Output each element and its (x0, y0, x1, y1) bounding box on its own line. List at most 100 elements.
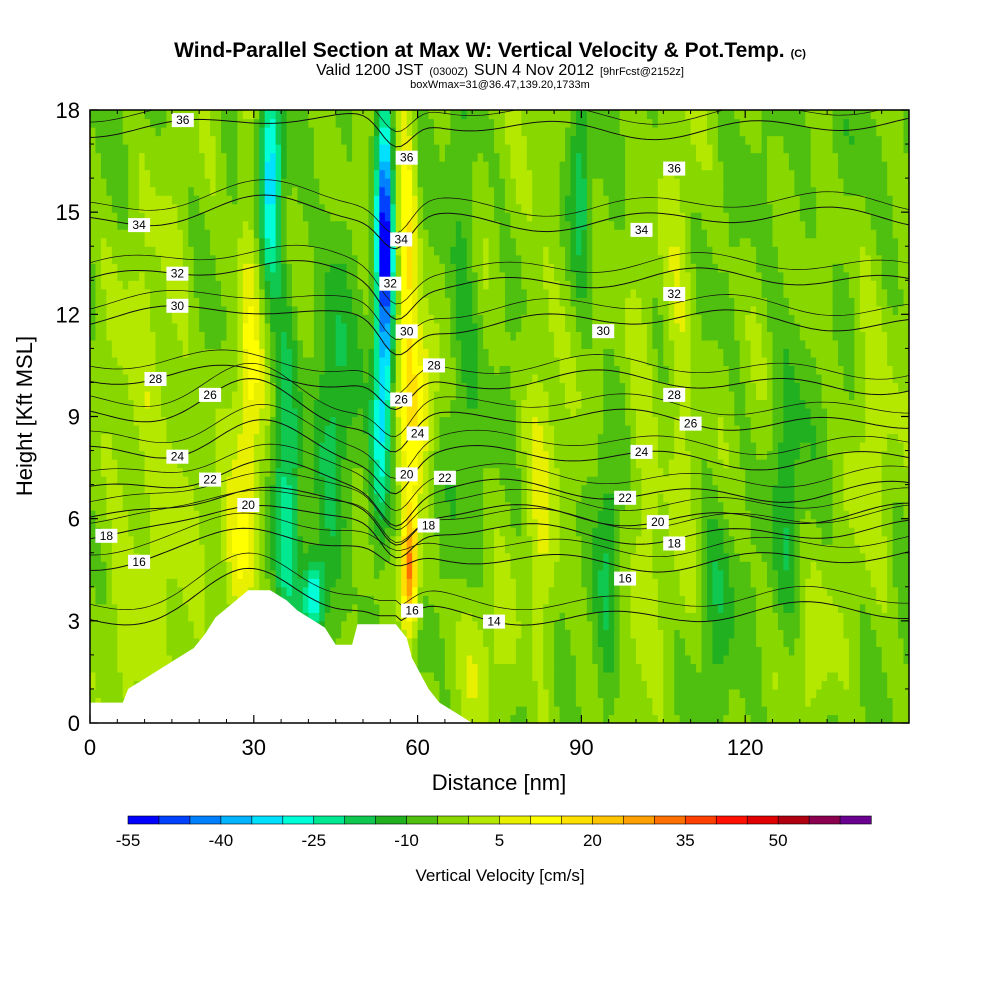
heatmap-cell (412, 348, 419, 358)
heatmap-cell (177, 603, 184, 613)
heatmap-cell (221, 399, 228, 409)
heatmap-cell (308, 110, 315, 120)
heatmap-cell (166, 544, 173, 554)
heatmap-cell (90, 407, 97, 418)
heatmap-cell (242, 144, 249, 154)
heatmap-cell (313, 135, 320, 145)
heatmap-cell (444, 135, 451, 145)
heatmap-cell (373, 118, 380, 128)
heatmap-cell (264, 280, 271, 290)
heatmap-cell (330, 356, 337, 367)
heatmap-cell (444, 144, 451, 154)
heatmap-cell (444, 331, 451, 341)
heatmap-cell (106, 382, 113, 392)
heatmap-cell (319, 178, 326, 188)
heatmap-cell (133, 467, 140, 477)
heatmap-cell (155, 561, 162, 571)
heatmap-cell (160, 203, 168, 213)
heatmap-cell (188, 212, 195, 222)
heatmap-cell (368, 518, 375, 528)
heatmap-cell (461, 501, 468, 511)
heatmap-cell (150, 663, 157, 673)
heatmap-cell (292, 467, 299, 477)
heatmap-cell (133, 390, 140, 401)
heatmap-cell (352, 450, 359, 460)
heatmap-cell (182, 527, 189, 537)
heatmap-cell (461, 152, 468, 162)
heatmap-cell (139, 271, 146, 281)
heatmap-cell (139, 535, 146, 545)
heatmap-cell (259, 493, 266, 503)
heatmap-cell (122, 280, 129, 290)
heatmap-cell (144, 620, 151, 630)
heatmap-cell (193, 382, 200, 392)
heatmap-cell (144, 654, 151, 664)
heatmap-cell (171, 561, 178, 571)
heatmap-cell (155, 501, 162, 511)
heatmap-cell (423, 382, 430, 392)
heatmap-cell (253, 280, 260, 290)
heatmap-cell (210, 118, 217, 128)
heatmap-cell (368, 382, 375, 392)
heatmap-cell (395, 527, 402, 537)
heatmap-cell (297, 152, 304, 162)
heatmap-cell (193, 220, 200, 230)
heatmap-cell (450, 654, 457, 664)
heatmap-cell (182, 314, 189, 324)
heatmap-cell (286, 220, 293, 230)
heatmap-cell (384, 135, 391, 145)
heatmap-cell (150, 212, 157, 222)
heatmap-cell (259, 535, 266, 545)
heatmap-cell (100, 203, 107, 213)
heatmap-cell (128, 280, 135, 290)
heatmap-cell (259, 450, 266, 460)
heatmap-cell (308, 493, 315, 503)
heatmap-cell (313, 297, 320, 307)
heatmap-cell (237, 348, 244, 358)
heatmap-cell (100, 305, 107, 315)
heatmap-cell (461, 535, 468, 545)
heatmap-cell (210, 595, 217, 605)
heatmap-cell (417, 356, 424, 367)
heatmap-cell (182, 476, 189, 486)
heatmap-cell (335, 407, 342, 418)
heatmap-cell (373, 186, 380, 196)
heatmap-cell (111, 544, 118, 554)
heatmap-cell (193, 305, 200, 315)
heatmap-cell (384, 467, 391, 477)
heatmap-cell (390, 527, 397, 537)
heatmap-cell (302, 356, 309, 367)
heatmap-cell (384, 254, 391, 264)
heatmap-cell (444, 288, 451, 298)
heatmap-cell (270, 339, 277, 349)
heatmap-cell (390, 493, 397, 503)
heatmap-cell (401, 186, 408, 196)
heatmap-cell (95, 688, 102, 699)
heatmap-cell (221, 476, 228, 486)
heatmap-cell (412, 178, 419, 188)
heatmap-cell (324, 450, 331, 460)
heatmap-cell (221, 305, 228, 315)
heatmap-cell (133, 212, 140, 222)
heatmap-cell (455, 305, 462, 315)
heatmap-cell (330, 203, 337, 213)
heatmap-cell (335, 212, 342, 222)
heatmap-cell (281, 339, 288, 349)
heatmap-cell (166, 373, 173, 384)
heatmap-cell (95, 586, 102, 596)
heatmap-cell (433, 152, 441, 162)
heatmap-cell (242, 561, 249, 571)
heatmap-cell (193, 237, 200, 247)
heatmap-cell (155, 297, 162, 307)
heatmap-cell (133, 254, 140, 264)
heatmap-cell (188, 569, 195, 579)
heatmap-cell (428, 629, 435, 639)
heatmap-cell (275, 127, 282, 137)
heatmap-cell (204, 271, 211, 281)
heatmap-cell (188, 620, 195, 630)
heatmap-cell (150, 390, 157, 401)
heatmap-cell (155, 629, 162, 639)
heatmap-cell (275, 586, 282, 596)
heatmap-cell (401, 493, 408, 503)
heatmap-cell (423, 459, 430, 469)
